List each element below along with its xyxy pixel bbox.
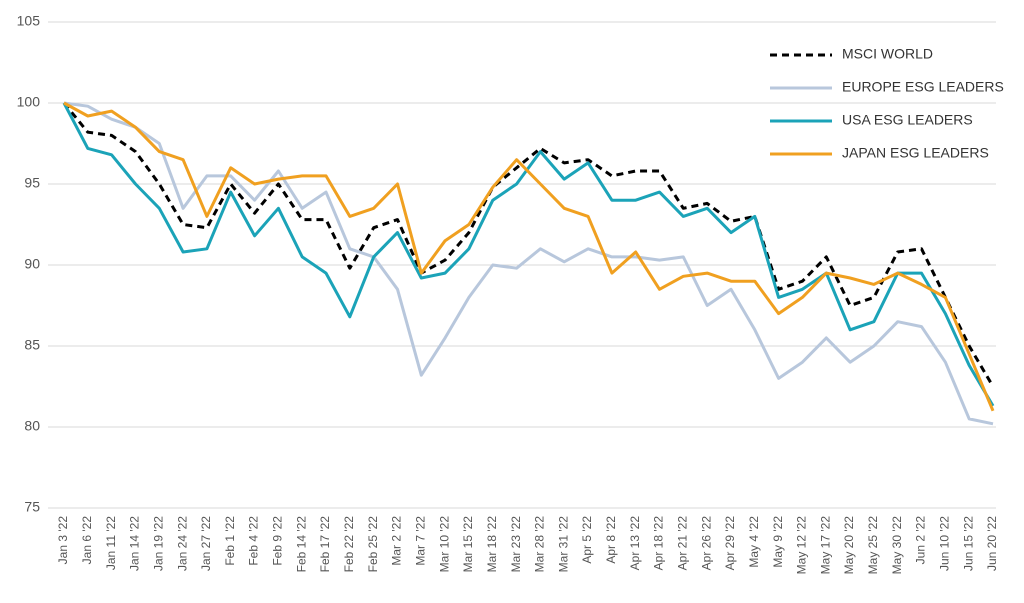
x-tick-label: May 4 '22	[747, 516, 761, 568]
legend-label: MSCI WORLD	[842, 46, 933, 62]
x-tick-label: May 17 '22	[818, 516, 832, 575]
y-tick-label: 80	[24, 418, 40, 434]
x-tick-label: Jun 20 '22	[985, 516, 999, 571]
y-tick-label: 90	[24, 256, 40, 272]
x-tick-label: Feb 22 '22	[342, 516, 356, 573]
x-tick-label: Feb 25 '22	[366, 516, 380, 573]
x-tick-label: Mar 18 '22	[485, 516, 499, 573]
y-tick-label: 105	[17, 13, 41, 29]
x-tick-label: Apr 5 '22	[580, 516, 594, 564]
x-tick-label: Jun 2 '22	[914, 516, 928, 565]
x-tick-label: Feb 9 '22	[271, 516, 285, 566]
x-tick-label: Mar 2 '22	[390, 516, 404, 566]
x-tick-label: Mar 7 '22	[413, 516, 427, 566]
x-tick-label: Apr 26 '22	[699, 516, 713, 571]
x-tick-label: Mar 28 '22	[533, 516, 547, 573]
x-tick-label: Jan 11 '22	[104, 516, 118, 570]
x-tick-label: Jan 24 '22	[175, 516, 189, 571]
x-tick-label: Feb 17 '22	[318, 516, 332, 573]
series-line	[63, 101, 995, 412]
x-tick-label: Feb 14 '22	[294, 516, 308, 573]
x-tick-label: Jun 10 '22	[938, 516, 952, 571]
x-tick-label: Feb 4 '22	[247, 516, 261, 566]
x-tick-label: Mar 15 '22	[461, 516, 475, 573]
y-tick-label: 95	[24, 175, 40, 191]
y-tick-label: 100	[17, 94, 41, 110]
series-line	[62, 102, 995, 388]
series-line	[62, 102, 995, 407]
x-tick-label: Apr 18 '22	[652, 516, 666, 571]
x-tick-label: Apr 13 '22	[628, 516, 642, 571]
x-tick-label: Mar 31 '22	[556, 516, 570, 573]
x-tick-label: May 20 '22	[842, 516, 856, 575]
x-tick-label: Jun 15 '22	[961, 516, 975, 571]
x-tick-label: May 25 '22	[866, 516, 880, 575]
x-tick-label: Jan 27 '22	[199, 516, 213, 571]
y-tick-label: 85	[24, 337, 40, 353]
legend-label: USA ESG LEADERS	[842, 112, 973, 128]
x-tick-label: Jan 3 '22	[56, 516, 70, 565]
x-tick-label: Apr 8 '22	[604, 516, 618, 564]
legend-label: JAPAN ESG LEADERS	[842, 145, 989, 161]
x-tick-label: Apr 29 '22	[723, 516, 737, 571]
x-tick-label: Feb 1 '22	[223, 516, 237, 566]
x-tick-label: May 9 '22	[771, 516, 785, 568]
x-tick-label: Apr 21 '22	[676, 516, 690, 571]
x-tick-label: Jan 19 '22	[151, 516, 165, 571]
x-tick-label: Mar 23 '22	[509, 516, 523, 573]
y-tick-label: 75	[24, 499, 40, 515]
series-line	[63, 101, 994, 426]
legend-label: EUROPE ESG LEADERS	[842, 79, 1004, 95]
x-tick-label: Jan 6 '22	[80, 516, 94, 565]
x-tick-label: Jan 14 '22	[128, 516, 142, 571]
x-tick-label: May 30 '22	[890, 516, 904, 575]
x-tick-label: May 12 '22	[795, 516, 809, 575]
x-tick-label: Mar 10 '22	[437, 516, 451, 573]
